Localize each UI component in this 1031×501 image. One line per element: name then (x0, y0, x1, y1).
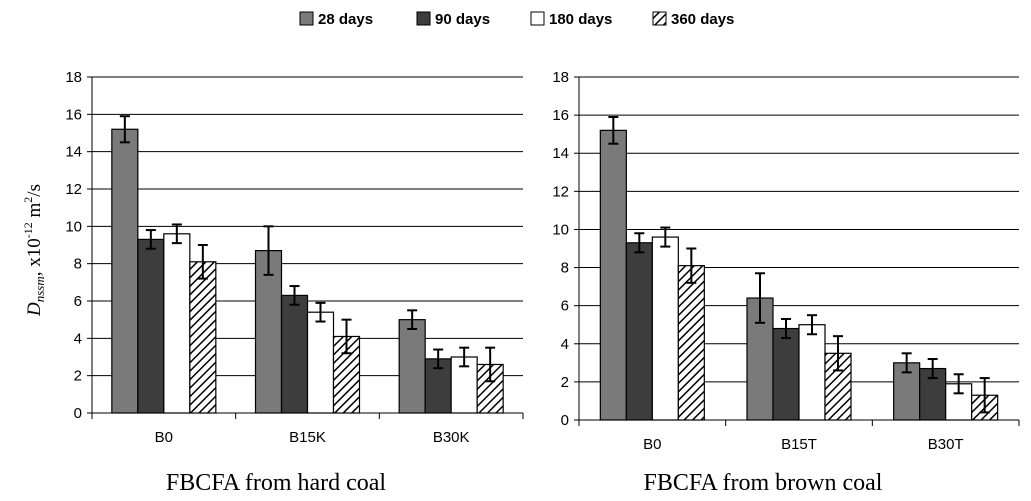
y-tick-label: 14 (65, 144, 82, 161)
legend: 28 days 90 days 180 days 360 days (299, 11, 734, 28)
bar-180-days-B0 (163, 233, 191, 414)
y-tick-label: 8 (561, 260, 569, 277)
legend-swatch-90-days (416, 11, 431, 26)
x-tick-label: B15K (289, 429, 326, 446)
y-tick-label: 8 (74, 256, 82, 273)
x-tick-label: B0 (155, 429, 173, 446)
y-tick-label: 16 (65, 106, 82, 123)
bar-28-days-B30K (398, 319, 426, 414)
bar-360-days-B0 (677, 265, 705, 421)
y-tick-label: 14 (552, 145, 569, 162)
chart-title-brown-coal: FBCFA from brown coal (644, 470, 883, 496)
y-tick-label: 18 (552, 69, 569, 86)
bar-180-days-B15T (798, 324, 826, 421)
bar-90-days-B0 (137, 238, 165, 414)
chart-title-hard-coal: FBCFA from hard coal (166, 470, 387, 496)
legend-swatch-180-days (530, 11, 545, 26)
chart-brown-coal: 0 2 4 6 8 10 12 14 16 18 B0 B15T B30T (552, 69, 1020, 453)
bar-360-days-B0 (189, 261, 217, 414)
legend-label-360-days: 360 days (671, 11, 734, 28)
legend-swatch-28-days (299, 11, 314, 26)
x-tick-label: B30K (433, 429, 470, 446)
bar-180-days-B0 (651, 236, 679, 421)
chart-hard-coal: 0 2 4 6 8 10 12 14 16 18 B0 B15K B30K (65, 69, 524, 446)
y-label-unit-exponent: 2 (21, 197, 35, 203)
bar-180-days-B15K (306, 311, 335, 414)
legend-label-90-days: 90 days (435, 11, 490, 28)
y-tick-label: 12 (552, 183, 569, 200)
legend-swatch-360-days (652, 11, 667, 26)
x-tick-label: B15T (781, 436, 817, 453)
bar-90-days-B0 (625, 242, 653, 421)
y-axis-label: Dnssm, x10-12 m2/s (21, 184, 47, 317)
y-label-prefix: , x10 (24, 238, 45, 276)
y-tick-label: 12 (65, 181, 82, 198)
y-tick-label: 4 (561, 336, 569, 353)
bar-90-days-B15T (772, 327, 800, 421)
y-tick-label: 10 (65, 218, 82, 235)
y-tick-label: 2 (74, 368, 82, 385)
legend-label-28-days: 28 days (318, 11, 373, 28)
y-tick-label: 6 (561, 298, 569, 315)
y-label-exponent: -12 (21, 222, 35, 238)
y-tick-label: 18 (65, 69, 82, 86)
bar-90-days-B15K (280, 294, 309, 414)
y-tick-label: 6 (74, 293, 82, 310)
bar-28-days-B0 (599, 129, 627, 421)
legend-label-180-days: 180 days (549, 11, 612, 28)
y-tick-label: 0 (561, 412, 569, 429)
y-label-suffix: /s (24, 184, 45, 197)
y-tick-label: 16 (552, 107, 569, 124)
y-label-unit: m (24, 202, 45, 222)
x-tick-label: B0 (643, 436, 661, 453)
bar-28-days-B0 (111, 128, 139, 414)
y-label-symbol: D (24, 302, 45, 317)
y-tick-label: 0 (74, 405, 82, 422)
y-tick-label: 2 (561, 374, 569, 391)
x-tick-label: B30T (928, 436, 964, 453)
y-tick-label: 4 (74, 330, 82, 347)
y-tick-label: 10 (552, 221, 569, 238)
y-label-subscript: nssm (32, 276, 47, 302)
